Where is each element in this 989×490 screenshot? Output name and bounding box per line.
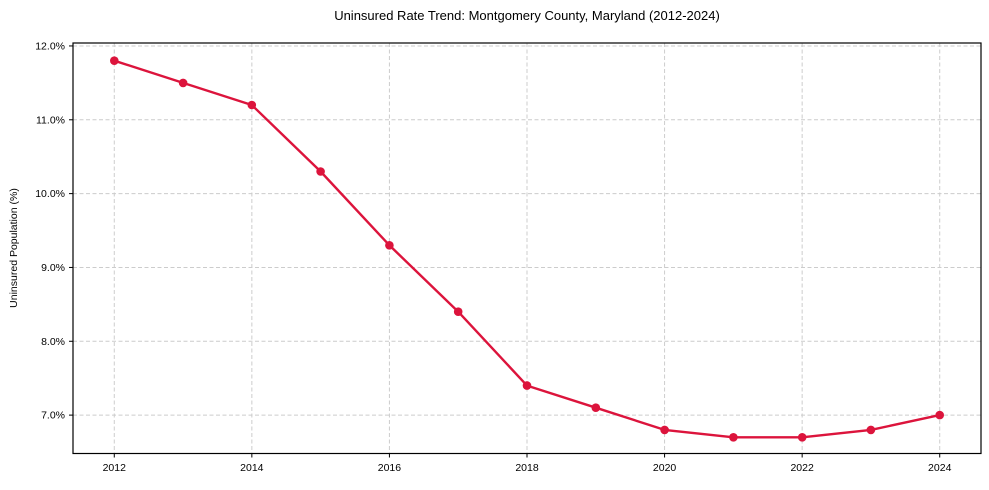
chart-title: Uninsured Rate Trend: Montgomery County,…	[334, 8, 720, 23]
y-tick-label: 11.0%	[36, 114, 65, 126]
y-tick-label: 9.0%	[41, 262, 65, 274]
x-tick-label: 2012	[103, 462, 127, 474]
x-tick-label: 2014	[240, 462, 264, 474]
data-point-marker	[385, 241, 394, 250]
data-point-marker	[935, 410, 944, 420]
x-tick-label: 2016	[378, 462, 402, 474]
data-point-marker	[797, 433, 807, 442]
data-point-marker	[591, 403, 601, 413]
x-tick-label: 2024	[928, 462, 952, 474]
data-point-marker	[522, 381, 532, 390]
y-tick-label: 10.0%	[35, 188, 65, 200]
y-tick-label: 12.0%	[35, 41, 65, 53]
data-point-marker	[453, 307, 463, 317]
x-tick-label: 2022	[790, 462, 814, 474]
data-point-marker	[316, 167, 325, 176]
data-point-marker	[110, 56, 119, 65]
plot-border	[72, 42, 982, 455]
data-point-marker	[247, 100, 257, 110]
x-tick-label: 2018	[515, 462, 539, 474]
data-point-marker	[660, 425, 669, 435]
data-point-marker	[729, 433, 738, 442]
x-tick-label: 2020	[653, 462, 677, 474]
y-tick-label: 7.0%	[41, 410, 65, 422]
data-point-marker	[178, 78, 188, 88]
y-tick-label: 8.0%	[41, 336, 65, 348]
data-point-marker	[866, 425, 876, 435]
